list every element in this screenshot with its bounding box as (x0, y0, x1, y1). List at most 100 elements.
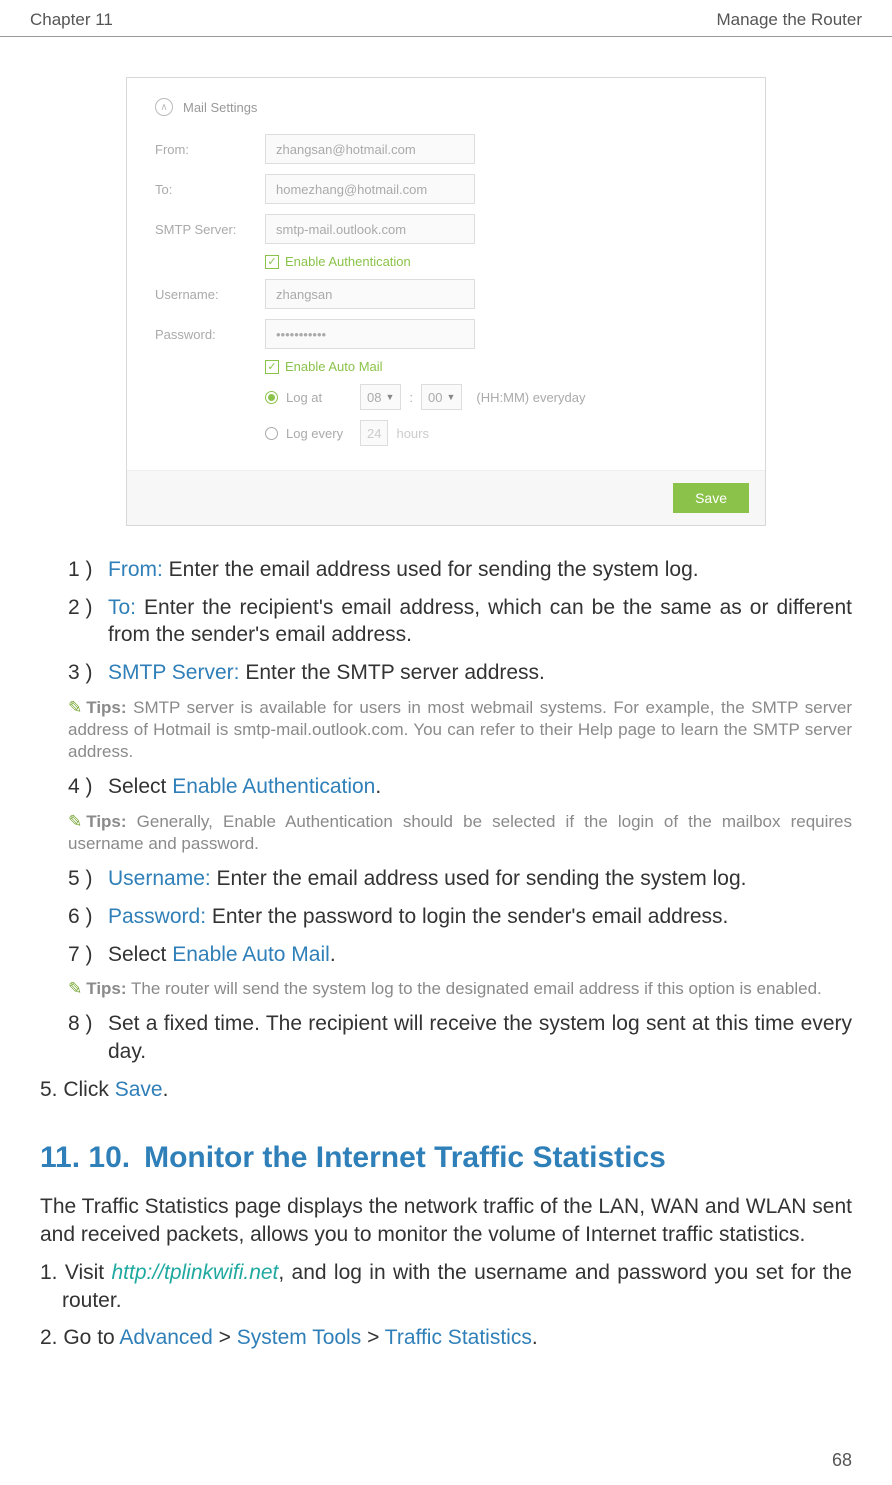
step-text: Select Enable Auto Mail. (108, 941, 852, 969)
step-num: 2 ) (68, 594, 108, 649)
chevron-down-icon: ▼ (446, 392, 455, 402)
m1-link[interactable]: http://tplinkwifi.net (111, 1261, 278, 1284)
page-number: 68 (832, 1450, 852, 1471)
main-step-1: 1. Visit http://tplinkwifi.net, and log … (40, 1259, 852, 1314)
from-label: From: (155, 142, 265, 157)
log-at-radio[interactable] (265, 391, 278, 404)
step-label: Enable Auto Mail (172, 943, 330, 966)
step-body: Enter the email address used for sending… (211, 867, 747, 890)
m2-a: Advanced (119, 1326, 212, 1349)
step-label: Enable Authentication (172, 775, 375, 798)
step-body: Enter the recipient's email address, whi… (108, 596, 852, 647)
m2-post: . (532, 1326, 538, 1349)
intro-paragraph: The Traffic Statistics page displays the… (40, 1193, 852, 1248)
tip-label: Tips: (86, 979, 126, 998)
chevron-down-icon: ▼ (385, 392, 394, 402)
main5-post: . (163, 1078, 169, 1101)
enable-automail-label: Enable Auto Mail (285, 359, 383, 374)
m2-sep1: > (213, 1326, 237, 1349)
log-every-unit: hours (396, 426, 429, 441)
step-num: 1 ) (68, 556, 108, 584)
step-num: 4 ) (68, 773, 108, 801)
tip-text: ✎Tips: Generally, Enable Authentication … (68, 811, 852, 855)
tip-label: Tips: (86, 812, 126, 831)
section-title: Monitor the Internet Traffic Statistics (144, 1141, 666, 1174)
step-text: From: Enter the email address used for s… (108, 556, 852, 584)
step-post: . (330, 943, 336, 966)
m2-pre: 2. Go to (40, 1326, 119, 1349)
step-text: Select Enable Authentication. (108, 773, 852, 801)
step-body: Enter the SMTP server address. (239, 661, 544, 684)
smtp-label: SMTP Server: (155, 222, 265, 237)
step-num: 8 ) (68, 1010, 108, 1065)
hour-select[interactable]: 08 ▼ (360, 384, 401, 410)
header-title: Manage the Router (716, 10, 862, 30)
enable-automail-checkbox[interactable]: ✓ (265, 360, 279, 374)
mail-settings-screenshot: ∧ Mail Settings From: zhangsan@hotmail.c… (126, 77, 766, 526)
step-label: Username: (108, 867, 211, 890)
step-text: SMTP Server: Enter the SMTP server addre… (108, 659, 852, 687)
main5-label: Save (115, 1078, 163, 1101)
step-text: Set a fixed time. The recipient will rec… (108, 1010, 852, 1065)
step-label: From: (108, 558, 163, 581)
tip-body: The router will send the system log to t… (127, 979, 822, 998)
time-colon: : (409, 390, 413, 405)
main-step-2: 2. Go to Advanced > System Tools > Traff… (40, 1324, 852, 1352)
enable-auth-checkbox[interactable]: ✓ (265, 255, 279, 269)
tip-body: Generally, Enable Authentication should … (68, 812, 852, 853)
step-label: Password: (108, 905, 206, 928)
m2-sep2: > (361, 1326, 385, 1349)
step-num: 3 ) (68, 659, 108, 687)
mail-settings-title-text: Mail Settings (183, 100, 257, 115)
collapse-icon: ∧ (155, 98, 173, 116)
tip-icon: ✎ (68, 979, 82, 998)
log-every-radio[interactable] (265, 427, 278, 440)
log-every-value: 24 (367, 426, 381, 441)
step-num: 5 ) (68, 865, 108, 893)
tip-label: Tips: (86, 698, 126, 717)
m2-c: Traffic Statistics (385, 1326, 532, 1349)
username-label: Username: (155, 287, 265, 302)
smtp-input[interactable]: smtp-mail.outlook.com (265, 214, 475, 244)
step-pre: Select (108, 775, 172, 798)
step-text: To: Enter the recipient's email address,… (108, 594, 852, 649)
main-step-5: 5. Click Save. (40, 1076, 852, 1104)
password-input[interactable]: ••••••••••• (265, 319, 475, 349)
tip-body: SMTP server is available for users in mo… (68, 698, 852, 761)
log-every-input[interactable]: 24 (360, 420, 388, 446)
log-at-label: Log at (286, 390, 352, 405)
step-label: To: (108, 596, 136, 619)
save-button[interactable]: Save (673, 483, 749, 513)
to-input[interactable]: homezhang@hotmail.com (265, 174, 475, 204)
m2-b: System Tools (237, 1326, 362, 1349)
time-hint: (HH:MM) everyday (476, 390, 585, 405)
log-every-label: Log every (286, 426, 352, 441)
to-label: To: (155, 182, 265, 197)
section-heading: 11. 10. Monitor the Internet Traffic Stat… (40, 1141, 852, 1175)
step-num: 7 ) (68, 941, 108, 969)
tip-icon: ✎ (68, 812, 82, 831)
mail-settings-title: ∧ Mail Settings (155, 98, 737, 116)
step-body: Enter the password to login the sender's… (206, 905, 728, 928)
password-label: Password: (155, 327, 265, 342)
section-num: 11. 10. (40, 1141, 130, 1174)
step-body: Enter the email address used for sending… (163, 558, 699, 581)
step-post: . (375, 775, 381, 798)
minute-select[interactable]: 00 ▼ (421, 384, 462, 410)
chapter-label: Chapter 11 (30, 10, 113, 30)
step-text: Password: Enter the password to login th… (108, 903, 852, 931)
step-pre: Select (108, 943, 172, 966)
step-text: Username: Enter the email address used f… (108, 865, 852, 893)
main5-pre: 5. Click (40, 1078, 115, 1101)
tip-text: ✎Tips: SMTP server is available for user… (68, 697, 852, 763)
tip-icon: ✎ (68, 698, 82, 717)
username-input[interactable]: zhangsan (265, 279, 475, 309)
minute-value: 00 (428, 390, 442, 405)
step-label: SMTP Server: (108, 661, 239, 684)
step-num: 6 ) (68, 903, 108, 931)
tip-text: ✎Tips: The router will send the system l… (68, 978, 852, 1000)
hour-value: 08 (367, 390, 381, 405)
enable-auth-label: Enable Authentication (285, 254, 411, 269)
m1-pre: 1. Visit (40, 1261, 111, 1284)
from-input[interactable]: zhangsan@hotmail.com (265, 134, 475, 164)
